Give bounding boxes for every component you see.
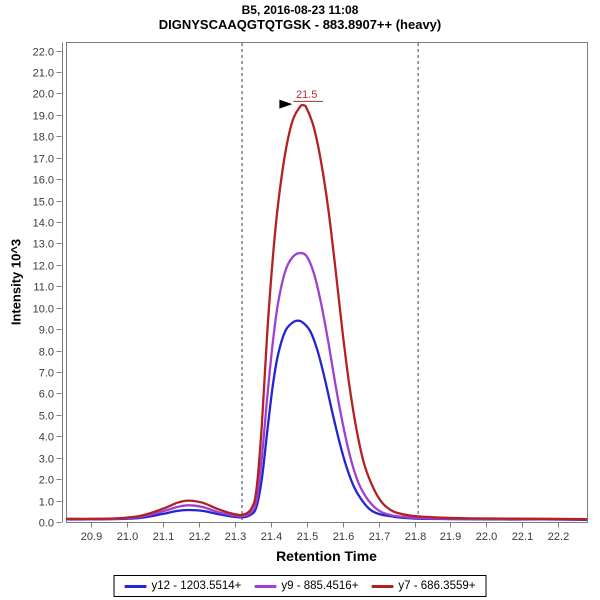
svg-text:20.9: 20.9 [81,531,102,543]
svg-text:10.0: 10.0 [33,304,54,316]
y-axis-ticks: 0.0 1.0 2.0 3.0 4.0 5.0 6.0 7.0 8.0 9.0 10.0 11.0 12… [33,47,62,530]
x-axis-title: Retention Time [276,548,377,564]
svg-text:14.0: 14.0 [33,218,54,230]
svg-text:16.0: 16.0 [33,175,54,187]
svg-text:21.6: 21.6 [333,531,354,543]
trace-y7[interactable] [66,103,587,521]
svg-text:7.0: 7.0 [39,368,54,380]
svg-text:21.0: 21.0 [33,68,54,80]
svg-text:21.2: 21.2 [189,531,210,543]
peak-rt-annotation[interactable]: 21.5 [296,89,317,101]
svg-text:21.5: 21.5 [297,531,318,543]
svg-text:2.0: 2.0 [39,475,54,487]
graph-title-replicate: B5, 2016-08-23 11:08 [241,3,359,17]
legend-item-y7: y7 - 686.3559+ [371,580,475,592]
peak-pointer-icon [279,99,293,109]
svg-text:19.0: 19.0 [33,111,54,123]
trace-y9[interactable] [66,251,587,521]
legend-item-y12: y12 - 1203.5514+ [124,580,242,592]
graph-title-peptide: DIGNYSCAAQGTQTGSK - 883.8907++ (heavy) [158,17,442,32]
svg-text:12.0: 12.0 [33,261,54,273]
svg-text:21.7: 21.7 [369,531,390,543]
svg-text:0.0: 0.0 [39,518,54,530]
legend-line-sample-y12 [124,584,147,588]
svg-text:5.0: 5.0 [39,411,54,423]
x-axis-ticks: 20.9 21.0 21.1 21.2 21.3 21.4 21.5 21.6 21.7 21.8… [81,522,569,543]
svg-text:22.0: 22.0 [33,47,54,59]
svg-text:13.0: 13.0 [33,239,54,251]
chromatogram-traces [66,103,587,522]
svg-text:1.0: 1.0 [39,497,54,509]
svg-text:21.0: 21.0 [117,531,138,543]
svg-text:22.2: 22.2 [548,531,569,543]
trace-y12[interactable] [66,319,587,522]
legend-label-y7: y7 - 686.3559+ [398,580,476,592]
plot-frame [66,42,588,523]
svg-text:8.0: 8.0 [39,347,54,359]
svg-text:9.0: 9.0 [39,325,54,337]
legend-line-sample-y7 [371,584,394,588]
svg-text:21.1: 21.1 [153,531,174,543]
svg-text:3.0: 3.0 [39,454,54,466]
legend-label-y9: y9 - 885.4516+ [281,580,359,592]
svg-text:20.0: 20.0 [33,89,54,101]
legend-item-y9: y9 - 885.4516+ [254,580,358,592]
legend: y12 - 1203.5514+ y9 - 885.4516+ y7 - 686… [113,575,487,597]
legend-line-sample-y9 [254,584,277,588]
svg-text:6.0: 6.0 [39,389,54,401]
svg-text:11.0: 11.0 [33,282,54,294]
svg-text:22.1: 22.1 [512,531,533,543]
svg-text:22.0: 22.0 [476,531,497,543]
svg-text:4.0: 4.0 [39,432,54,444]
legend-label-y12: y12 - 1203.5514+ [151,580,242,592]
svg-text:18.0: 18.0 [33,132,54,144]
svg-text:17.0: 17.0 [33,154,54,166]
peak-boundary-lines[interactable] [241,43,419,521]
svg-text:15.0: 15.0 [33,197,54,209]
svg-text:21.4: 21.4 [261,531,282,543]
svg-text:21.9: 21.9 [440,531,461,543]
svg-text:21.3: 21.3 [225,531,246,543]
svg-text:21.8: 21.8 [405,531,426,543]
